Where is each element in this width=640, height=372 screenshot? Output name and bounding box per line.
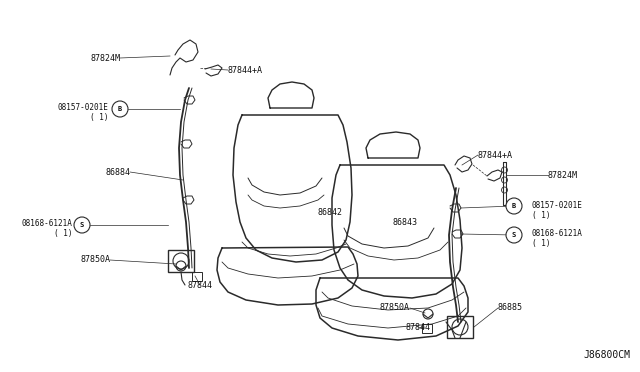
Bar (422, 324, 432, 333)
Text: 87824M: 87824M (548, 170, 578, 180)
Text: ( 1): ( 1) (532, 238, 550, 247)
Text: 08168-6121A: 08168-6121A (21, 218, 72, 228)
Text: 86884: 86884 (105, 167, 130, 176)
Circle shape (74, 217, 90, 233)
Text: S: S (512, 232, 516, 238)
Circle shape (506, 198, 522, 214)
Text: 08157-0201E: 08157-0201E (532, 201, 583, 209)
Text: 87844: 87844 (406, 324, 431, 333)
Bar (447, 316, 473, 338)
Text: ( 1): ( 1) (532, 211, 550, 219)
Text: B: B (512, 203, 516, 209)
Text: 87850A: 87850A (80, 256, 110, 264)
Text: 87850A: 87850A (380, 304, 410, 312)
Circle shape (112, 101, 128, 117)
Text: 87844+A: 87844+A (478, 151, 513, 160)
Text: B: B (118, 106, 122, 112)
Text: 87824M: 87824M (90, 54, 120, 62)
Text: S: S (80, 222, 84, 228)
Text: ( 1): ( 1) (90, 112, 108, 122)
Text: 86843: 86843 (393, 218, 418, 227)
Text: 86842: 86842 (317, 208, 342, 217)
Text: 87844: 87844 (188, 280, 212, 289)
Circle shape (506, 227, 522, 243)
Bar (192, 272, 202, 281)
Text: 86885: 86885 (498, 304, 523, 312)
Text: ( 1): ( 1) (54, 228, 72, 237)
Text: 08168-6121A: 08168-6121A (532, 228, 583, 237)
Text: 08157-0201E: 08157-0201E (57, 103, 108, 112)
Text: J86800CM: J86800CM (583, 350, 630, 360)
Bar (168, 250, 194, 272)
Text: 87844+A: 87844+A (228, 65, 263, 74)
